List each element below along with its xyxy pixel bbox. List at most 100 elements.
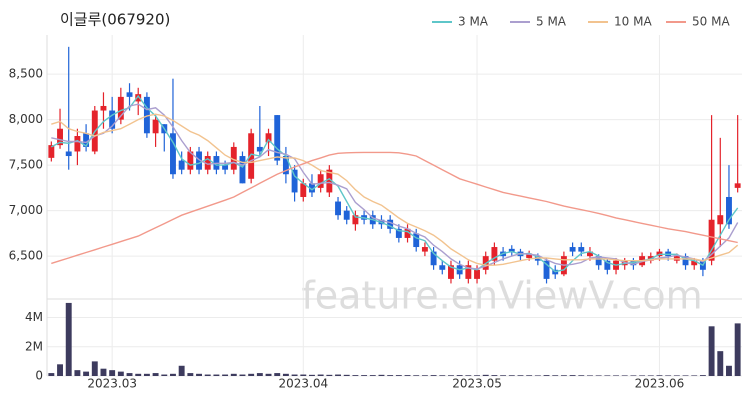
- candle-body: [343, 210, 350, 220]
- ma-line: [50, 94, 739, 273]
- volume-bar: [552, 375, 559, 376]
- candle-body: [595, 256, 602, 266]
- volume-bar: [300, 374, 307, 376]
- candle-body: [170, 133, 176, 175]
- volume-bar: [708, 326, 715, 376]
- candle-body: [83, 133, 90, 147]
- y-tick-label: 7,000: [9, 203, 43, 217]
- volume-bar: [48, 373, 55, 376]
- volume-bar: [578, 375, 585, 376]
- volume-bar: [474, 375, 480, 376]
- volume-bar: [265, 373, 272, 376]
- ma-line: [51, 151, 738, 265]
- volume-bar: [604, 375, 611, 376]
- candle-body: [248, 133, 255, 179]
- ma-line: [51, 113, 739, 266]
- legend-label: 10 MA: [614, 15, 652, 29]
- y-tick-label: 8,500: [9, 67, 43, 81]
- candle-body: [230, 146, 237, 170]
- x-tick-label: 2023.05: [452, 377, 502, 391]
- legend-label: 50 MA: [692, 15, 730, 29]
- candle-body: [682, 256, 689, 266]
- volume-bar: [143, 373, 150, 376]
- volume-bar: [639, 375, 646, 376]
- candle-body: [465, 265, 472, 279]
- volume-bar: [361, 375, 368, 376]
- candle-body: [239, 156, 246, 184]
- candle-body: [152, 119, 159, 134]
- candle-body: [604, 260, 611, 270]
- volume-bar: [135, 373, 142, 376]
- volume-bar: [352, 375, 359, 376]
- candle-body: [726, 196, 732, 225]
- volume-bar: [613, 375, 619, 376]
- volume-bar: [726, 365, 732, 376]
- volume-bar: [65, 302, 72, 376]
- volume-bar: [152, 373, 159, 376]
- candle-body: [430, 251, 437, 266]
- candle-body: [569, 247, 576, 252]
- candle-body: [74, 136, 81, 152]
- volume-bar: [630, 375, 637, 376]
- candle-body: [117, 96, 124, 120]
- candle-body: [300, 183, 307, 197]
- legend-label: 5 MA: [536, 15, 567, 29]
- volume-bar: [595, 375, 602, 376]
- volume-bar: [196, 373, 202, 376]
- volume-bar: [161, 374, 168, 376]
- volume-bar: [543, 375, 550, 376]
- volume-bar: [421, 375, 428, 376]
- candle-body: [126, 92, 133, 97]
- candle-body: [448, 265, 454, 279]
- volume-bar: [74, 370, 81, 376]
- x-tick-label: 2023.06: [635, 377, 685, 391]
- volume-bar: [665, 375, 672, 376]
- candle-body: [274, 115, 281, 161]
- volume-bar: [647, 375, 654, 376]
- candle-body: [404, 228, 411, 238]
- volume-bar: [717, 351, 724, 376]
- candle-body: [109, 110, 116, 129]
- volume-bar: [170, 373, 176, 376]
- volume-bar: [230, 373, 237, 376]
- candle-body: [309, 183, 315, 193]
- volume-bar: [395, 375, 402, 376]
- candle-body: [352, 215, 359, 225]
- volume-bar: [317, 374, 324, 376]
- volume-bar: [57, 364, 63, 376]
- volume-bar: [83, 371, 90, 376]
- legend-label: 3 MA: [458, 15, 489, 29]
- volume-bar: [91, 361, 98, 376]
- candle-body: [48, 145, 55, 158]
- candle-body: [187, 151, 194, 170]
- volume-bar: [178, 365, 185, 376]
- volume-bar: [465, 375, 472, 376]
- volume-bar: [248, 373, 255, 376]
- candle-body: [256, 146, 263, 152]
- candle-body: [196, 151, 202, 170]
- volume-bar: [439, 375, 446, 376]
- candle-body: [395, 228, 402, 238]
- candle-body: [317, 174, 324, 188]
- candle-body: [717, 215, 724, 225]
- candle-body: [474, 269, 480, 279]
- volume-bar: [482, 374, 489, 376]
- candle-body: [282, 156, 289, 175]
- volume-tick-label: 2M: [25, 339, 43, 353]
- volume-bar: [239, 374, 246, 376]
- volume-bar: [282, 373, 289, 376]
- volume-bar: [682, 375, 689, 376]
- volume-bar: [326, 374, 333, 376]
- volume-bar: [517, 375, 524, 376]
- volume-bar: [117, 371, 124, 376]
- volume-bar: [734, 323, 741, 376]
- candle-body: [335, 201, 341, 216]
- volume-bar: [656, 375, 663, 376]
- volume-bar: [291, 374, 298, 376]
- candle-body: [413, 233, 420, 248]
- volume-bar: [560, 375, 567, 376]
- candle-body: [578, 247, 585, 252]
- candle-body: [508, 248, 515, 252]
- volume-bar: [213, 374, 220, 376]
- volume-bar: [187, 373, 194, 376]
